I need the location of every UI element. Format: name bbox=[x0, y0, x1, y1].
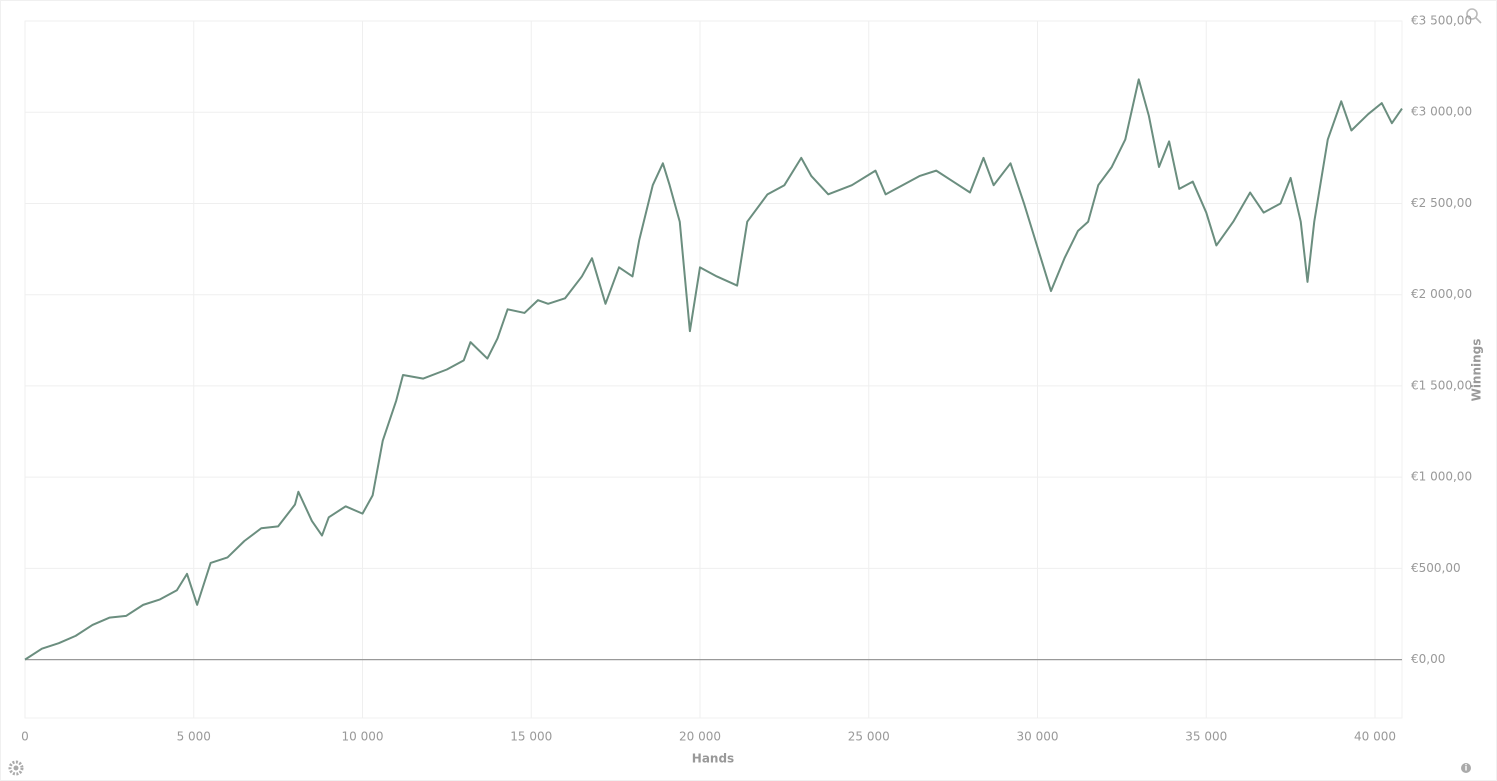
y-tick-label: €2 500,00 bbox=[1411, 196, 1472, 210]
y-axis-title: Winnings bbox=[1470, 339, 1484, 402]
plot-area bbox=[24, 20, 1403, 719]
x-tick-label: 5 000 bbox=[177, 730, 211, 744]
y-tick-label: €500,00 bbox=[1411, 561, 1461, 575]
x-tick-label: 20 000 bbox=[679, 730, 721, 744]
x-tick-label: 35 000 bbox=[1185, 730, 1227, 744]
y-tick-label: €0,00 bbox=[1411, 652, 1445, 666]
settings-icon[interactable] bbox=[8, 760, 24, 776]
y-tick-label: €1 500,00 bbox=[1411, 378, 1472, 392]
x-tick-label: 15 000 bbox=[510, 730, 552, 744]
x-tick-label: 40 000 bbox=[1354, 730, 1396, 744]
y-tick-label: €2 000,00 bbox=[1411, 287, 1472, 301]
x-axis-title: Hands bbox=[692, 752, 734, 766]
data-line bbox=[24, 78, 1403, 661]
x-tick-label: 10 000 bbox=[342, 730, 384, 744]
x-tick-label: 0 bbox=[21, 730, 29, 744]
x-tick-label: 30 000 bbox=[1017, 730, 1059, 744]
y-tick-label: €3 000,00 bbox=[1411, 105, 1472, 119]
info-icon[interactable] bbox=[1461, 763, 1471, 773]
x-tick-label: 25 000 bbox=[848, 730, 890, 744]
y-tick-label: €3 500,00 bbox=[1411, 14, 1472, 28]
y-tick-label: €1 000,00 bbox=[1411, 470, 1472, 484]
zoom-icon[interactable] bbox=[1466, 8, 1482, 24]
